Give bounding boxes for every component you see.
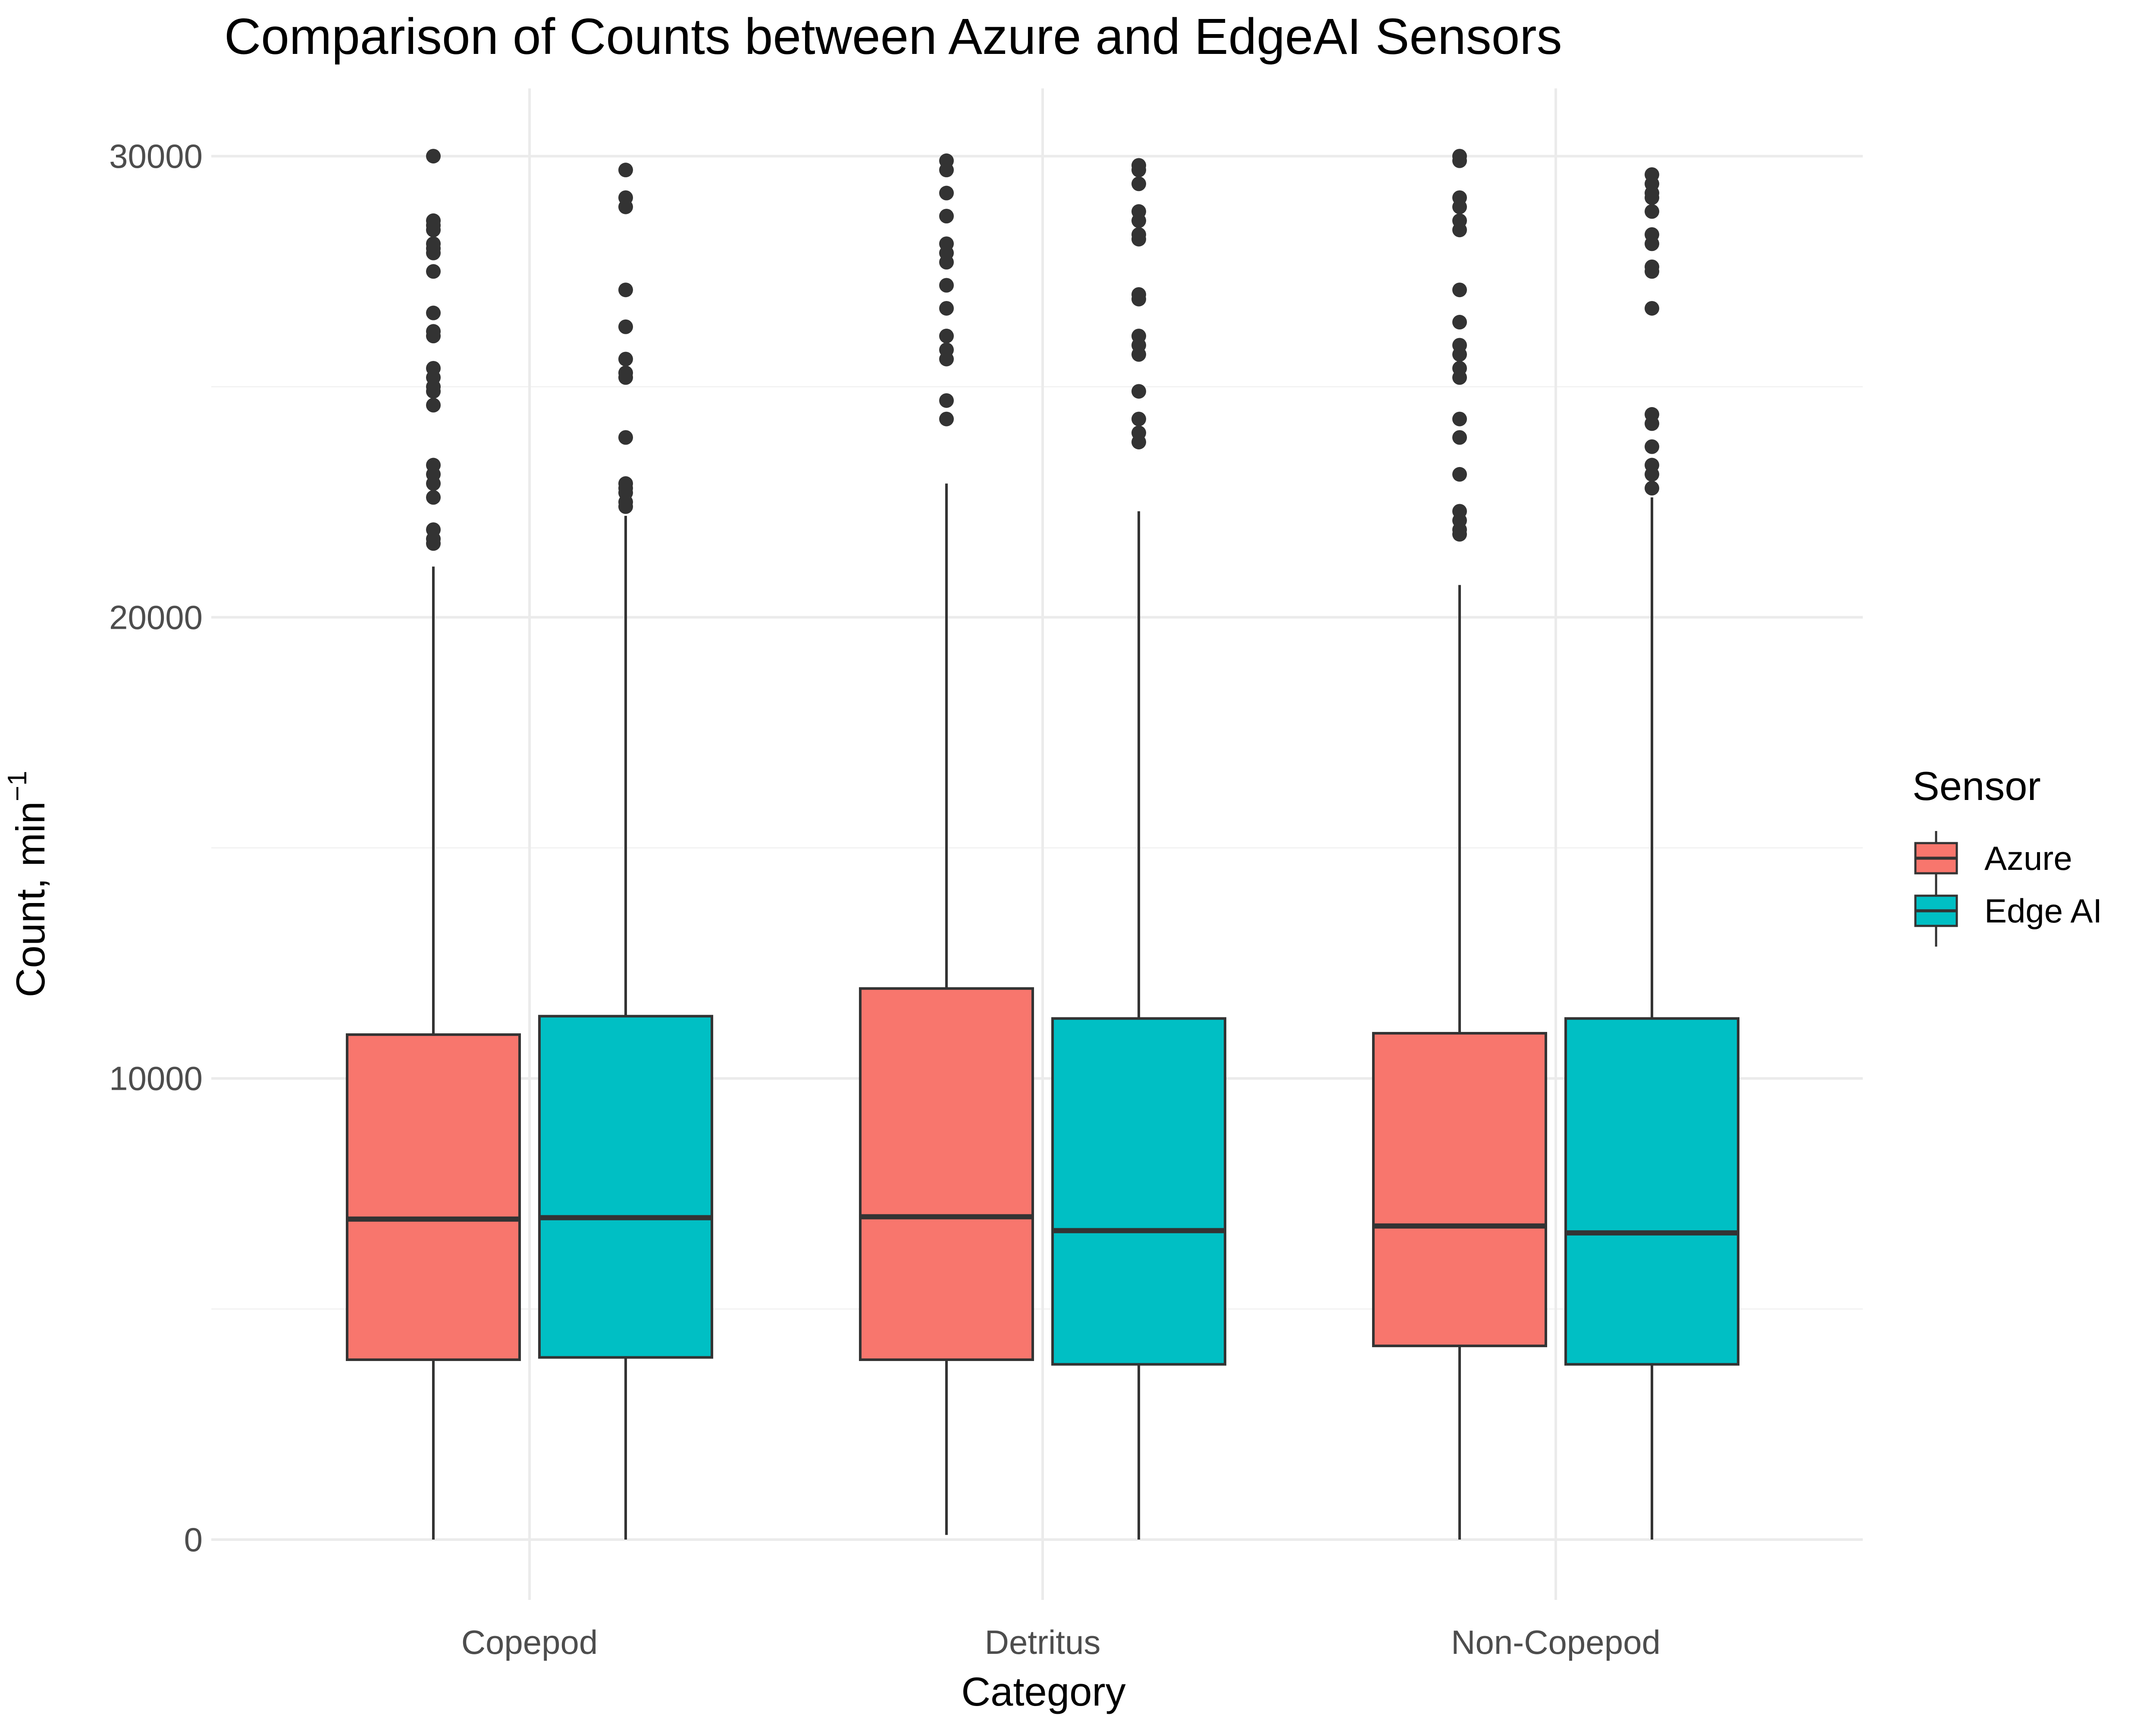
outlier-point: [426, 490, 441, 505]
outlier-point: [426, 149, 441, 164]
legend-label: Edge AI: [1984, 892, 2102, 930]
box-azure-non-copepod: [1372, 149, 1547, 1540]
box-azure-copepod: [346, 149, 521, 1540]
outlier-point: [618, 430, 633, 445]
outlier-point: [1131, 176, 1146, 191]
plot-layer: [346, 149, 1739, 1540]
outlier-point: [1131, 384, 1146, 399]
outlier-point: [426, 264, 441, 279]
outlier-point: [1131, 213, 1146, 228]
outlier-point: [939, 255, 954, 270]
iqr-box: [346, 1033, 521, 1361]
outlier-point: [1452, 430, 1467, 445]
outlier-point: [426, 245, 441, 260]
outlier-point: [1645, 439, 1659, 454]
box-edge-ai-detritus: [1051, 158, 1226, 1540]
x-tick-label: Detritus: [985, 1623, 1101, 1661]
outlier-point: [1452, 223, 1467, 238]
iqr-box: [1372, 1032, 1547, 1347]
x-tick-labels: Copepod Detritus Non-Copepod: [461, 1623, 1661, 1661]
box-edge-ai-non-copepod: [1564, 167, 1739, 1540]
outlier-point: [1645, 264, 1659, 279]
outlier-point: [618, 499, 633, 514]
outlier-point: [939, 411, 954, 427]
outlier-point: [426, 384, 441, 399]
outlier-point: [1452, 370, 1467, 385]
y-axis-title-superscript: −1: [3, 771, 32, 801]
outlier-point: [939, 185, 954, 201]
outlier-point: [426, 223, 441, 238]
outlier-point: [1452, 467, 1467, 482]
grid-layer: [211, 88, 1863, 1600]
outlier-point: [939, 163, 954, 178]
outlier-point: [939, 301, 954, 316]
outlier-point: [1452, 315, 1467, 330]
outlier-point: [426, 476, 441, 491]
iqr-box: [859, 987, 1034, 1361]
y-axis-title-group: Count, min−1: [3, 771, 53, 997]
y-tick-label: 20000: [109, 598, 203, 636]
x-tick-label: Copepod: [461, 1623, 598, 1661]
outlier-point: [1131, 435, 1146, 450]
outlier-point: [618, 163, 633, 178]
outlier-point: [939, 351, 954, 367]
outlier-point: [1645, 190, 1659, 205]
outlier-point: [426, 329, 441, 344]
outlier-point: [426, 536, 441, 551]
box-azure-detritus: [859, 153, 1034, 1535]
y-tick-label: 10000: [109, 1060, 203, 1098]
legend-entries: Azure Edge AI: [1914, 831, 2102, 947]
outlier-point: [1645, 467, 1659, 482]
iqr-box: [1564, 1017, 1739, 1366]
outlier-point: [939, 329, 954, 344]
outlier-point: [1452, 347, 1467, 362]
y-tick-label: 0: [184, 1521, 203, 1559]
outlier-point: [1131, 163, 1146, 178]
y-axis-title: Count, min−1: [3, 771, 53, 997]
outlier-point: [1452, 199, 1467, 214]
outlier-point: [1131, 411, 1146, 427]
outlier-point: [1645, 301, 1659, 316]
outlier-point: [939, 278, 954, 293]
outlier-point: [1645, 416, 1659, 431]
x-axis-title: Category: [961, 1669, 1125, 1714]
outlier-point: [1452, 527, 1467, 542]
legend-label: Azure: [1984, 839, 2072, 877]
box-edge-ai-copepod: [538, 163, 713, 1540]
outlier-point: [1645, 204, 1659, 219]
legend-entry-azure: Azure: [1914, 831, 2072, 894]
outlier-point: [1452, 282, 1467, 298]
outlier-point: [1131, 232, 1146, 247]
y-tick-label: 30000: [109, 137, 203, 175]
legend-title: Sensor: [1912, 763, 2041, 809]
x-tick-label: Non-Copepod: [1451, 1623, 1661, 1661]
legend: Sensor Azure Edge AI: [1912, 763, 2102, 947]
chart-title: Comparison of Counts between Azure and E…: [224, 8, 1562, 65]
outlier-point: [939, 209, 954, 224]
outlier-point: [1645, 480, 1659, 496]
outlier-point: [618, 282, 633, 298]
iqr-box: [1051, 1017, 1226, 1366]
outlier-point: [426, 305, 441, 320]
y-tick-labels: 0 10000 20000 30000: [109, 137, 203, 1559]
outlier-point: [1452, 153, 1467, 168]
outlier-point: [618, 370, 633, 385]
outlier-point: [618, 351, 633, 367]
outlier-point: [426, 398, 441, 413]
outlier-point: [1131, 292, 1146, 307]
outlier-point: [618, 199, 633, 214]
outlier-point: [939, 393, 954, 408]
outlier-point: [1131, 347, 1146, 362]
outlier-point: [618, 319, 633, 334]
legend-entry-edge-ai: Edge AI: [1914, 884, 2102, 947]
outlier-point: [1452, 411, 1467, 427]
outlier-point: [1645, 236, 1659, 251]
iqr-box: [538, 1015, 713, 1359]
y-axis-title-text: Count, min: [8, 801, 53, 997]
